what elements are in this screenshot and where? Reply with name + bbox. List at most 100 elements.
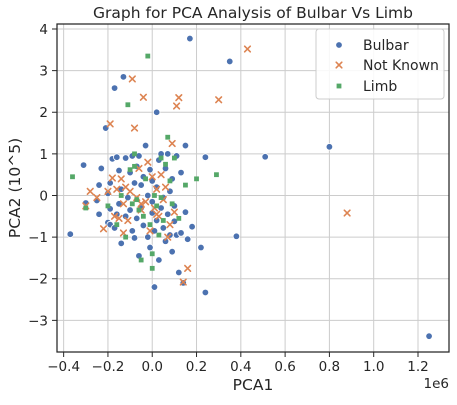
bulbar-point (232, 232, 241, 240)
not-known-point (153, 210, 161, 218)
bulbar-point (164, 150, 172, 158)
not-known-point (130, 124, 139, 132)
not-known-point (113, 185, 121, 193)
bulbar-point (141, 141, 150, 150)
not-known-point (93, 193, 101, 202)
not-known-point (137, 200, 145, 208)
not-known-point (108, 174, 116, 182)
bulbar-point (79, 161, 88, 169)
bulbar-point (66, 230, 74, 238)
bulbar-point (181, 208, 190, 216)
y-tick-label: −3 (28, 313, 48, 329)
not-known-point (106, 120, 114, 128)
limb-point (194, 176, 199, 182)
y-tick-label: −1 (28, 230, 48, 246)
legend: Bulbar Not Known Limb (315, 28, 445, 100)
limb-point (214, 172, 219, 178)
x-tick-label: 0.6 (274, 359, 295, 375)
bulbar-point (144, 233, 152, 241)
bulbar-point (121, 212, 130, 221)
y-tick-label: 3 (39, 64, 48, 80)
chart-title: Graph for PCA Analysis of Bulbar Vs Limb (93, 4, 413, 22)
y-axis-label: PCA2 (10^5) (6, 138, 24, 238)
not-known-point (175, 94, 183, 102)
bulbar-point (97, 164, 105, 173)
limb-point (149, 265, 155, 271)
bulbar-point (261, 153, 269, 161)
limb-point (156, 232, 162, 238)
bulbar-point (130, 234, 139, 242)
not-known-point (110, 212, 119, 220)
not-known-point (184, 264, 192, 272)
x-tick-label: −0.2 (92, 359, 125, 375)
not-known-point (243, 45, 252, 53)
bulbar-point (119, 73, 128, 81)
not-known-point (119, 200, 128, 208)
x-tick-label: 0.2 (186, 359, 207, 375)
limb-point (171, 155, 177, 161)
limb-point (160, 218, 166, 223)
series-limb (70, 53, 219, 271)
not-known-point (179, 278, 187, 286)
limb-point (183, 182, 188, 188)
bulbar-point (183, 235, 192, 243)
limb-point (143, 176, 148, 182)
limb-point (138, 257, 144, 263)
bulbar-point (197, 243, 205, 252)
legend-markers (335, 41, 343, 89)
not-known-point (139, 93, 147, 101)
bulbar-point (126, 206, 134, 214)
y-tick-label: 2 (39, 105, 48, 121)
plot-frame (56, 23, 450, 353)
bulbar-point (110, 84, 119, 92)
not-known-point (168, 139, 176, 148)
bulbar-point (181, 141, 190, 150)
x-tick-label: 0.8 (319, 359, 340, 375)
limb-point (165, 134, 171, 140)
x-tick-label: 0.4 (230, 359, 251, 375)
not-known-point (99, 225, 108, 233)
bulbar-point (121, 154, 130, 162)
not-known-point (144, 158, 152, 166)
limb-point (158, 195, 164, 200)
not-known-point (126, 187, 134, 195)
limb-point (167, 178, 173, 184)
x-axis-offset-label: 1e6 (424, 376, 449, 392)
bulbar-point (177, 168, 185, 177)
bulbar-point (137, 181, 145, 189)
limb-point (147, 222, 153, 228)
y-tick-label: 1 (39, 147, 48, 163)
not-known-point (128, 75, 136, 83)
x-tick-label: −0.4 (47, 359, 80, 375)
x-tick-label: 0.0 (141, 359, 162, 375)
bulbar-point (152, 183, 161, 191)
bulbar-point (150, 283, 159, 291)
bulbar-point (115, 166, 123, 175)
bulbar-point (161, 237, 170, 245)
limb-point (132, 151, 137, 157)
bulbar-point (128, 227, 136, 235)
limb-point (163, 161, 168, 167)
bulbar-point (133, 214, 141, 223)
bulbar-point (226, 57, 234, 66)
limb-point (114, 222, 120, 228)
bulbar-point (159, 224, 168, 232)
legend-label-not-known: Not Known (363, 58, 439, 74)
legend-label-limb: Limb (363, 79, 397, 95)
x-tick-label: 1.2 (407, 359, 428, 375)
axis-ticks: −0.4 −0.2 0.0 0.2 0.4 0.6 0.8 1.0 1.2 −3 −2 −1 0 1 2 3 4 (28, 22, 429, 375)
bulbar-point (168, 247, 176, 256)
limb-point (105, 203, 111, 209)
limb-point (136, 207, 142, 213)
limb-point (154, 203, 160, 209)
limb-point (176, 215, 182, 221)
bulbar-point (325, 143, 334, 151)
bulbar-point (144, 191, 152, 200)
not-known-point (104, 187, 112, 195)
not-known-point (117, 175, 125, 183)
limb-point (127, 167, 133, 173)
not-known-point (166, 221, 174, 229)
legend-box (315, 28, 445, 100)
